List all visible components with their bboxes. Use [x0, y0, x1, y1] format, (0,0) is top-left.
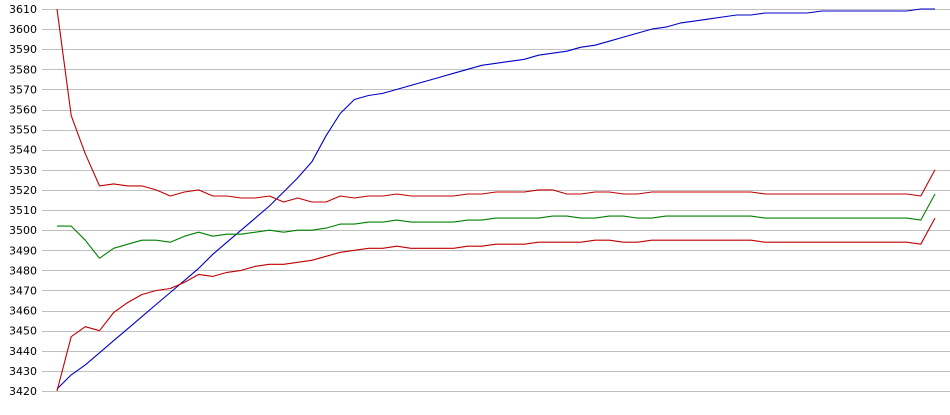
y-axis-tick-labels: 3420 3430 3440 3450 3460 3470 3480 3490 3500 3510… — [9, 3, 37, 398]
y-tick-label: 3510 — [9, 204, 37, 217]
series-lines — [56, 8, 936, 392]
y-tick-label: 3530 — [9, 164, 37, 177]
y-tick-label: 3440 — [9, 345, 37, 358]
y-tick-label: 3540 — [9, 144, 37, 157]
y-tick-label: 3600 — [9, 23, 37, 36]
series-line-2 — [56, 8, 936, 203]
series-line-1 — [56, 8, 935, 390]
y-tick-label: 3420 — [9, 385, 37, 398]
y-tick-label: 3550 — [9, 124, 37, 137]
y-tick-label: 3580 — [9, 63, 37, 76]
series-line-4 — [56, 217, 936, 392]
y-tick-label: 3460 — [9, 305, 37, 318]
y-tick-label: 3500 — [9, 224, 37, 237]
y-tick-label: 3610 — [9, 3, 37, 16]
series-line-3 — [57, 193, 936, 259]
y-tick-label: 3480 — [9, 264, 37, 277]
y-tick-label: 3570 — [9, 83, 37, 96]
y-tick-label: 3470 — [9, 284, 37, 297]
y-tick-label: 3520 — [9, 184, 37, 197]
y-tick-label: 3560 — [9, 104, 37, 117]
y-tick-label: 3590 — [9, 43, 37, 56]
y-tick-label: 3430 — [9, 365, 37, 378]
y-tick-label: 3450 — [9, 325, 37, 338]
y-tick-label: 3490 — [9, 244, 37, 257]
grid — [42, 9, 950, 392]
